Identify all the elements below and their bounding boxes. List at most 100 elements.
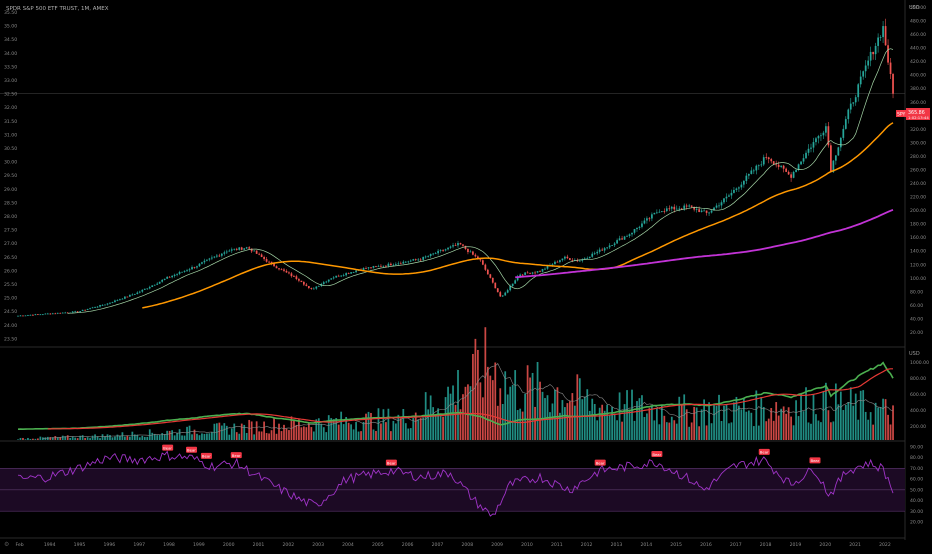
right-axis-tick: 480.00 bbox=[910, 19, 926, 25]
volume-bar bbox=[825, 382, 827, 440]
candle-body bbox=[882, 26, 884, 38]
volume-bar bbox=[365, 413, 367, 440]
candle-body bbox=[772, 161, 775, 165]
candle-body bbox=[713, 207, 715, 211]
volume-bar bbox=[509, 386, 512, 440]
candle-body bbox=[872, 51, 875, 55]
candle-body bbox=[119, 299, 121, 301]
candle-body bbox=[270, 261, 273, 264]
volume-bar bbox=[626, 390, 628, 440]
candle-body bbox=[481, 260, 484, 265]
volume-bar bbox=[815, 414, 817, 440]
candle-body bbox=[700, 210, 703, 212]
volume-bar bbox=[494, 362, 497, 440]
volume-bar bbox=[857, 419, 860, 440]
volume-bar bbox=[273, 418, 275, 440]
rsi-axis-tick: 30.00 bbox=[910, 509, 923, 515]
volume-bar bbox=[636, 401, 638, 440]
volume-bar bbox=[439, 413, 442, 440]
right-axis-tick: 280.00 bbox=[910, 154, 926, 160]
candle-body bbox=[59, 312, 62, 314]
candle-body bbox=[690, 205, 693, 207]
right-axis-tick: 360.00 bbox=[910, 100, 926, 106]
candle-body bbox=[800, 161, 802, 165]
candle-body bbox=[61, 312, 64, 314]
rsi-axis-tick: 70.00 bbox=[910, 466, 923, 472]
candle-body bbox=[524, 272, 526, 275]
volume-bar bbox=[337, 424, 340, 440]
volume-bar bbox=[37, 438, 39, 440]
candle-body bbox=[745, 175, 748, 181]
volume-bar bbox=[238, 433, 241, 440]
candle-body bbox=[186, 270, 188, 272]
time-axis-tick: 2000 bbox=[223, 542, 235, 548]
volume-bar bbox=[581, 399, 584, 440]
right-axis-tick: 180.00 bbox=[910, 222, 926, 228]
volume-bar bbox=[74, 437, 77, 440]
volume-bar bbox=[591, 398, 594, 440]
volume-bar bbox=[131, 431, 134, 440]
left-axis-tick: 23.50 bbox=[4, 336, 17, 342]
candle-body bbox=[437, 250, 439, 254]
volume-bar bbox=[837, 404, 840, 440]
right-axis-tick: 320.00 bbox=[910, 127, 926, 133]
volume-bar bbox=[596, 420, 599, 440]
candle-body bbox=[628, 234, 631, 236]
candle-body bbox=[46, 313, 49, 315]
candle-body bbox=[153, 284, 156, 286]
candle-body bbox=[785, 168, 788, 172]
rsi-signal-tag bbox=[651, 451, 663, 457]
volume-bar bbox=[303, 426, 305, 440]
volume-bar bbox=[879, 407, 882, 440]
volume-bar bbox=[255, 421, 258, 440]
rsi-signal-label: Bear bbox=[232, 453, 241, 458]
volume-bar bbox=[305, 427, 308, 440]
volume-bar bbox=[370, 412, 372, 440]
candle-body bbox=[32, 314, 34, 316]
volume-bar bbox=[382, 409, 385, 440]
candle-body bbox=[99, 305, 101, 307]
volume-bar bbox=[720, 421, 723, 440]
rsi-axis-tick: 60.00 bbox=[910, 477, 923, 483]
price-tag-bg bbox=[906, 108, 930, 120]
volume-bar bbox=[752, 426, 755, 440]
time-axis-tick: 2021 bbox=[849, 542, 861, 548]
candle-body bbox=[782, 165, 785, 169]
volume-bar bbox=[735, 396, 738, 440]
candle-body bbox=[598, 249, 601, 252]
right-axis-tick: 60.00 bbox=[910, 303, 923, 309]
candle-body bbox=[233, 248, 236, 250]
candle-body bbox=[136, 292, 139, 295]
candle-body bbox=[760, 164, 763, 166]
volume-bar bbox=[877, 407, 879, 440]
volume-bar bbox=[211, 432, 213, 440]
volume-bar bbox=[782, 406, 785, 440]
candles-group bbox=[17, 18, 894, 317]
candle-body bbox=[19, 315, 22, 317]
volume-bar bbox=[307, 423, 310, 440]
pane2-line-red bbox=[47, 368, 893, 430]
time-axis-tick: 1998 bbox=[163, 542, 175, 548]
volume-bar bbox=[51, 437, 54, 440]
volume-bar bbox=[19, 437, 22, 440]
candle-body bbox=[39, 314, 42, 316]
volume-bar bbox=[27, 437, 29, 440]
volume-bar bbox=[399, 418, 402, 440]
ma-long-line bbox=[515, 208, 894, 279]
left-axis-tick: 27.50 bbox=[4, 228, 17, 234]
volume-bar bbox=[265, 433, 268, 440]
settings-icon[interactable]: ⚙ bbox=[4, 541, 9, 548]
candle-body bbox=[616, 240, 618, 244]
volume-bar bbox=[59, 437, 62, 440]
candle-body bbox=[775, 164, 778, 166]
volume-bar bbox=[827, 410, 830, 440]
volume-bar bbox=[680, 403, 683, 440]
time-axis-tick: 1999 bbox=[193, 542, 205, 548]
candle-body bbox=[464, 245, 467, 249]
volume-bar bbox=[119, 435, 121, 440]
volume-bar bbox=[347, 422, 350, 440]
candle-body bbox=[611, 245, 613, 246]
volume-bar bbox=[193, 429, 196, 440]
volume-bar bbox=[588, 410, 591, 440]
